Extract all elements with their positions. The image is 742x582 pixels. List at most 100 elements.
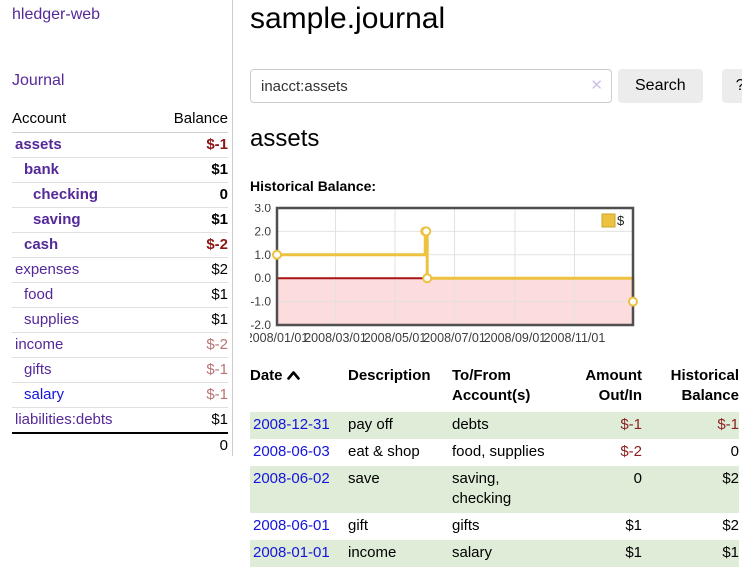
account-column-header: Account	[12, 108, 153, 133]
account-link[interactable]: salary	[24, 386, 65, 403]
account-link[interactable]: income	[15, 336, 64, 353]
account-heading: assets	[250, 125, 320, 152]
page-title: sample.journal	[250, 2, 446, 35]
account-row: income $-2	[12, 332, 228, 358]
svg-text:2008/07/01: 2008/07/01	[423, 331, 486, 345]
account-link[interactable]: supplies	[24, 311, 80, 328]
account-row: supplies $1	[12, 307, 228, 333]
account-link[interactable]: checking	[33, 186, 99, 203]
accounts-total-balance: 0	[152, 432, 228, 458]
register-row: 2008-12-31 pay off debts $-1 $-1	[250, 412, 739, 439]
account-balance: $-1	[152, 357, 228, 383]
svg-text:2008/05/01: 2008/05/01	[364, 331, 427, 345]
account-balance: $2	[152, 257, 228, 283]
transaction-description: income	[348, 544, 397, 561]
sort-ascending-icon	[286, 371, 300, 380]
transaction-accounts: salary	[452, 544, 493, 561]
svg-text:-2.0: -2.0	[250, 318, 271, 332]
account-row: saving $1	[12, 207, 228, 233]
account-balance: $1	[152, 307, 228, 333]
account-link[interactable]: food	[24, 286, 54, 303]
main-content: sample.journal ✕ Search ? assets Histori…	[233, 0, 742, 567]
account-balance: $1	[152, 157, 228, 183]
account-link[interactable]: saving	[33, 211, 81, 228]
transaction-amount: $1	[625, 517, 642, 534]
account-balance: 0	[152, 182, 228, 208]
transaction-description: gift	[348, 517, 369, 534]
svg-text:2.0: 2.0	[254, 224, 271, 238]
transaction-amount: $1	[625, 544, 642, 561]
transaction-date-link[interactable]: 2008-06-02	[253, 470, 330, 487]
clear-search-icon[interactable]: ✕	[590, 77, 603, 94]
register-row: 2008-01-01 income salary $1 $1	[250, 540, 739, 567]
balance-column-header-register: Historical Balance	[670, 367, 739, 404]
account-row: salary $-1	[12, 382, 228, 408]
account-row: gifts $-1	[12, 357, 228, 383]
transaction-accounts: food, supplies	[452, 443, 545, 460]
accounts-column-header: To/From Account(s)	[452, 367, 531, 404]
account-row: bank $1	[12, 157, 228, 183]
account-link[interactable]: assets	[15, 136, 62, 153]
balance-column-header: Balance	[152, 108, 228, 133]
transaction-balance: 0	[730, 443, 739, 460]
description-column-header: Description	[348, 367, 431, 384]
register-row: 2008-06-03 eat & shop food, supplies $-2 0	[250, 439, 739, 466]
svg-text:$: $	[617, 213, 625, 228]
transaction-description: eat & shop	[348, 443, 420, 460]
sidebar-item-journal: Journal	[12, 72, 224, 90]
account-balance: $-2	[152, 232, 228, 258]
accounts-total-row: 0	[12, 432, 228, 458]
svg-text:1.0: 1.0	[254, 248, 271, 262]
account-link[interactable]: cash	[24, 236, 59, 253]
account-balance: $-1	[152, 132, 228, 158]
transaction-amount: $-1	[620, 416, 642, 433]
account-row: expenses $2	[12, 257, 228, 283]
transaction-date-link[interactable]: 2008-12-31	[253, 416, 330, 433]
chart-label: Historical Balance:	[250, 178, 377, 194]
register-table: Date Description To/From Account(s) Amou…	[250, 362, 739, 567]
transaction-balance: $2	[722, 470, 739, 487]
account-row: assets $-1	[12, 132, 228, 158]
search-button[interactable]: Search	[618, 69, 703, 103]
app-title: hledger-web	[12, 6, 224, 24]
transaction-accounts: gifts	[452, 517, 480, 534]
search-input[interactable]	[250, 69, 612, 103]
transaction-date-link[interactable]: 2008-01-01	[253, 544, 330, 561]
date-column-header[interactable]: Date	[250, 362, 348, 412]
register-row: 2008-06-02 save saving, checking 0 $2	[250, 466, 739, 513]
app-title-link[interactable]: hledger-web	[12, 6, 101, 23]
account-row: food $1	[12, 282, 228, 308]
account-link[interactable]: gifts	[24, 361, 52, 378]
journal-link[interactable]: Journal	[12, 72, 65, 89]
historical-balance-chart: $3.0 2.0 1.0 0.0 -1.0 -2.02008/01/012008/03/0…	[250, 204, 638, 345]
sidebar: hledger-web Journal Account Balance asse…	[0, 0, 233, 458]
transaction-date-link[interactable]: 2008-06-01	[253, 517, 330, 534]
svg-text:0.0: 0.0	[254, 271, 271, 285]
svg-text:2008/03/01: 2008/03/01	[304, 331, 367, 345]
svg-text:2008/09/01: 2008/09/01	[484, 331, 547, 345]
account-row: liabilities:debts $1	[12, 407, 228, 434]
account-link[interactable]: bank	[24, 161, 60, 178]
help-button[interactable]: ?	[721, 69, 742, 103]
transaction-balance: $1	[722, 544, 739, 561]
svg-text:2008/01/01: 2008/01/01	[250, 331, 308, 345]
transaction-balance: $-1	[717, 416, 739, 433]
search-field-wrap: ✕	[250, 69, 612, 103]
transaction-accounts: saving, checking	[452, 470, 512, 507]
register-row: 2008-06-01 gift gifts $1 $2	[250, 513, 739, 540]
svg-text:2008/11/01: 2008/11/01	[544, 331, 606, 345]
transaction-amount: 0	[633, 470, 642, 487]
app-layout: hledger-web Journal Account Balance asse…	[0, 0, 742, 567]
svg-text:3.0: 3.0	[254, 204, 271, 215]
register-header-row: Date Description To/From Account(s) Amou…	[250, 362, 739, 412]
transaction-description: save	[348, 470, 380, 487]
transaction-description: pay off	[348, 416, 393, 433]
svg-text:-1.0: -1.0	[250, 295, 271, 309]
account-link[interactable]: expenses	[15, 261, 80, 278]
account-balance: $-1	[152, 382, 228, 408]
accounts-table-header-row: Account Balance	[12, 108, 228, 133]
account-row: checking 0	[12, 182, 228, 208]
account-link[interactable]: liabilities:debts	[15, 411, 113, 428]
amount-column-header: Amount Out/In	[585, 367, 642, 404]
transaction-date-link[interactable]: 2008-06-03	[253, 443, 330, 460]
